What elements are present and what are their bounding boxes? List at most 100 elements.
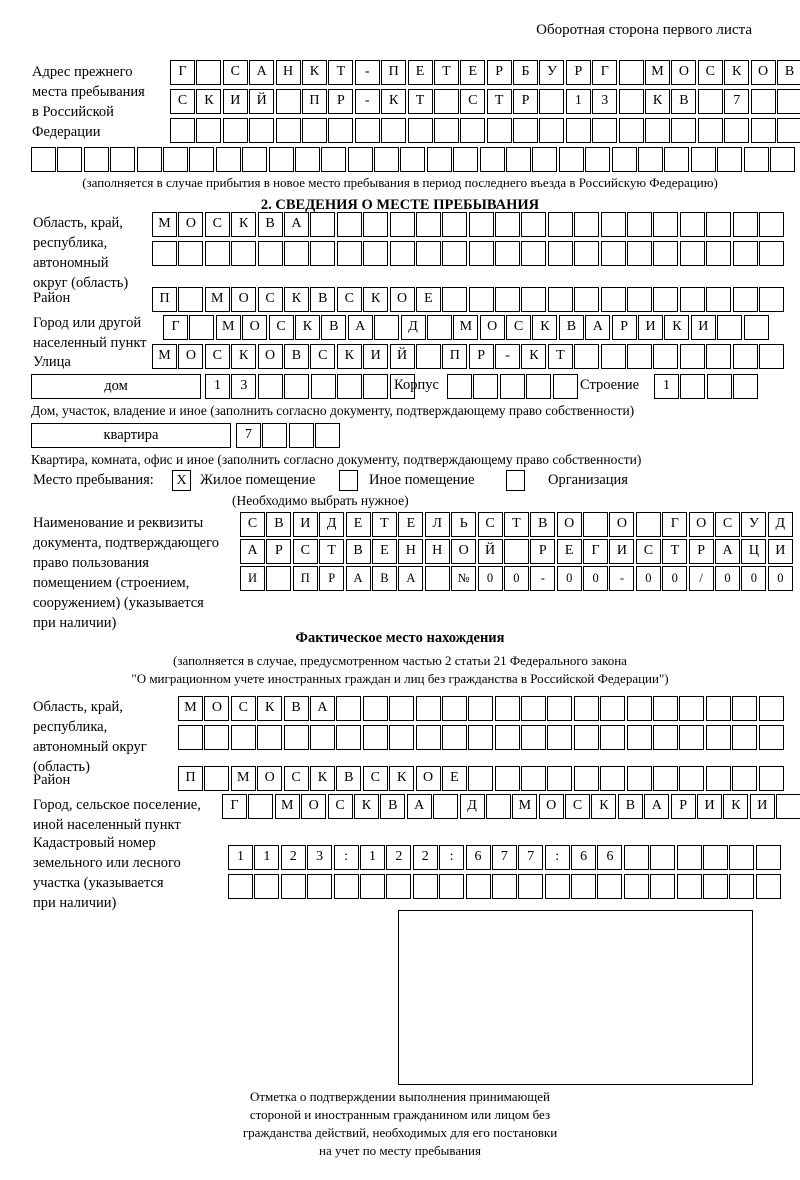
char-cell[interactable] xyxy=(653,344,679,369)
char-cell[interactable]: К xyxy=(664,315,690,340)
char-cell[interactable] xyxy=(468,287,494,312)
char-cell[interactable] xyxy=(389,241,415,266)
char-cell[interactable] xyxy=(697,118,723,143)
char-cell[interactable] xyxy=(600,766,626,791)
char-cell[interactable]: Р xyxy=(266,539,292,564)
char-cell[interactable] xyxy=(495,212,521,237)
char-cell[interactable]: Д xyxy=(319,512,345,537)
char-cell[interactable] xyxy=(717,147,743,172)
char-cell[interactable] xyxy=(460,118,486,143)
char-cell[interactable] xyxy=(627,212,653,237)
char-cell[interactable] xyxy=(110,147,136,172)
char-cell[interactable]: М xyxy=(178,696,203,721)
char-cell[interactable] xyxy=(374,147,400,172)
char-cell[interactable]: К xyxy=(196,89,222,114)
char-cell[interactable]: 3 xyxy=(592,89,618,114)
char-cell[interactable] xyxy=(315,423,341,448)
char-cell[interactable] xyxy=(600,241,626,266)
char-cell[interactable] xyxy=(494,696,520,721)
char-cell[interactable] xyxy=(284,374,310,399)
char-cell[interactable] xyxy=(676,845,702,870)
char-cell[interactable] xyxy=(204,766,230,791)
char-cell[interactable] xyxy=(521,287,547,312)
char-cell[interactable]: Р xyxy=(319,566,345,591)
char-cell[interactable]: В xyxy=(321,315,347,340)
char-cell[interactable] xyxy=(407,118,433,143)
char-cell[interactable]: В xyxy=(671,89,697,114)
char-cell[interactable] xyxy=(758,696,784,721)
char-cell[interactable]: С xyxy=(268,315,294,340)
char-cell[interactable]: Т xyxy=(662,539,688,564)
char-cell[interactable]: В xyxy=(558,315,584,340)
char-cell[interactable]: 3 xyxy=(231,374,257,399)
char-cell[interactable] xyxy=(521,212,547,237)
char-cell[interactable] xyxy=(592,118,618,143)
char-cell[interactable]: М xyxy=(204,287,230,312)
char-cell[interactable]: Л xyxy=(424,512,450,537)
char-cell[interactable] xyxy=(732,287,758,312)
char-cell[interactable] xyxy=(758,766,784,791)
char-cell[interactable] xyxy=(637,147,663,172)
char-cell[interactable] xyxy=(178,287,204,312)
char-cell[interactable] xyxy=(703,874,729,899)
char-cell[interactable] xyxy=(547,766,573,791)
char-cell[interactable]: В xyxy=(283,696,309,721)
char-cell[interactable] xyxy=(706,287,732,312)
char-cell[interactable] xyxy=(600,725,626,750)
flat-number-row[interactable]: 7 xyxy=(236,423,342,448)
char-cell[interactable]: Й xyxy=(249,89,275,114)
char-cell[interactable] xyxy=(706,212,732,237)
char-cell[interactable] xyxy=(732,241,758,266)
char-cell[interactable] xyxy=(473,374,499,399)
char-cell[interactable] xyxy=(627,344,653,369)
char-cell[interactable]: - xyxy=(495,344,521,369)
char-cell[interactable] xyxy=(679,725,705,750)
char-cell[interactable]: Е xyxy=(556,539,582,564)
char-cell[interactable] xyxy=(362,696,388,721)
char-cell[interactable]: А xyxy=(585,315,611,340)
char-cell[interactable] xyxy=(468,212,494,237)
char-cell[interactable] xyxy=(547,725,573,750)
char-cell[interactable] xyxy=(499,374,525,399)
char-cell[interactable] xyxy=(526,374,552,399)
char-cell[interactable]: К xyxy=(645,89,671,114)
char-cell[interactable] xyxy=(485,794,511,819)
char-cell[interactable]: Й xyxy=(477,539,503,564)
char-cell[interactable]: / xyxy=(688,566,714,591)
char-cell[interactable]: С xyxy=(362,766,388,791)
char-cell[interactable] xyxy=(653,212,679,237)
char-cell[interactable] xyxy=(374,315,400,340)
char-cell[interactable]: О xyxy=(671,60,697,85)
char-cell[interactable]: А xyxy=(283,212,309,237)
char-cell[interactable] xyxy=(321,147,347,172)
char-cell[interactable]: 2 xyxy=(386,845,412,870)
char-cell[interactable] xyxy=(583,512,609,537)
char-cell[interactable] xyxy=(732,344,758,369)
char-cell[interactable] xyxy=(362,725,388,750)
char-cell[interactable] xyxy=(680,374,706,399)
char-cell[interactable] xyxy=(204,725,230,750)
char-cell[interactable]: Г xyxy=(170,60,195,85)
char-cell[interactable]: 0 xyxy=(662,566,688,591)
char-cell[interactable] xyxy=(336,241,362,266)
char-cell[interactable]: И xyxy=(690,315,716,340)
char-cell[interactable] xyxy=(228,874,253,899)
char-cell[interactable]: К xyxy=(257,696,283,721)
char-cell[interactable]: С xyxy=(257,287,283,312)
char-cell[interactable]: В xyxy=(371,566,397,591)
char-cell[interactable] xyxy=(697,89,723,114)
char-cell[interactable] xyxy=(645,118,671,143)
char-cell[interactable] xyxy=(547,241,573,266)
char-cell[interactable] xyxy=(468,725,494,750)
char-cell[interactable]: К xyxy=(724,60,750,85)
char-cell[interactable] xyxy=(336,725,362,750)
char-cell[interactable] xyxy=(705,725,731,750)
char-cell[interactable] xyxy=(679,696,705,721)
char-cell[interactable] xyxy=(31,147,56,172)
char-cell[interactable]: Р xyxy=(670,794,696,819)
char-cell[interactable] xyxy=(231,241,257,266)
char-cell[interactable] xyxy=(623,874,649,899)
char-cell[interactable] xyxy=(310,374,336,399)
